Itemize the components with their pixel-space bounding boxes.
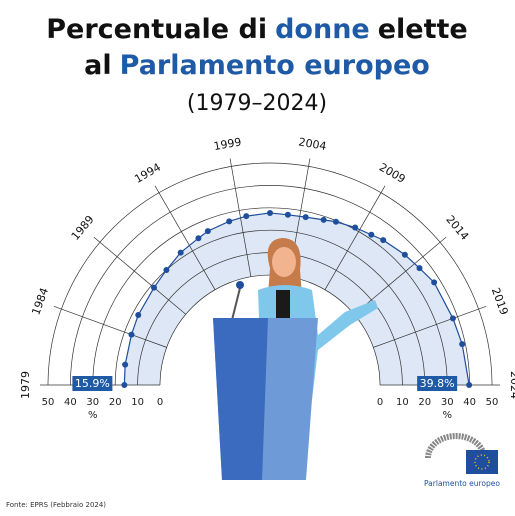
subtitle: (1979–2024) (187, 91, 327, 116)
radial-chart: 0 0 10 10 20 20 30 30 40 40 50 50% % 1979 1984 1989 1994… (19, 135, 515, 421)
data-point (204, 228, 211, 235)
data-point (226, 218, 233, 225)
r-tick-label: 30 (441, 397, 454, 408)
r-tick-label: 50 (486, 397, 499, 408)
ring (92, 207, 448, 386)
value-label: 39.8% (420, 377, 455, 390)
year-label: 1979 (19, 371, 32, 399)
r-tick-label: 10 (131, 397, 144, 408)
year-label: 2024 (508, 371, 515, 399)
data-point (195, 235, 202, 242)
band (124, 212, 470, 385)
r-axis-label: % (442, 410, 452, 421)
title-line-2: al Parlamento europeo (84, 50, 430, 81)
year-spoke (93, 236, 186, 315)
r-tick-label: 0 (377, 397, 383, 408)
year-label: 1994 (132, 161, 163, 186)
data-point (332, 218, 339, 225)
title-part: Parlamento europeo (120, 50, 430, 81)
r-tick-label: 50 (42, 397, 55, 408)
data-point (177, 249, 184, 256)
ring (47, 162, 493, 386)
year-spoke (373, 306, 487, 348)
data-point (380, 237, 387, 244)
value-label: 15.9% (75, 377, 110, 390)
data-point (449, 315, 456, 322)
r-axis-label: % (88, 410, 98, 421)
eu-stars (474, 454, 490, 470)
year-label: 2009 (377, 161, 408, 186)
source: Fonte: EPRS (Febbraio 2024) (6, 501, 106, 509)
data-point (128, 331, 135, 338)
microphone (236, 281, 244, 289)
data-point (122, 361, 129, 368)
r-tick-label: 40 (463, 397, 476, 408)
logo: Parlamento europeo (424, 433, 500, 488)
eu-flag (466, 450, 498, 474)
face (272, 247, 296, 277)
title-part: donne (275, 14, 370, 45)
data-point (368, 231, 375, 238)
year-label: 1989 (69, 213, 97, 243)
year-label: 2014 (443, 213, 471, 243)
year-spoke (154, 185, 216, 290)
data-point (466, 382, 473, 388)
data-point (284, 211, 291, 218)
year-label: 1999 (213, 135, 243, 153)
data-point (431, 279, 438, 286)
year-spoke (324, 185, 386, 290)
data-point (243, 213, 250, 220)
r-tick-label: 40 (64, 397, 77, 408)
title-part: Percentuale di (46, 14, 267, 45)
r-tick-label: 30 (86, 397, 99, 408)
r-tick-label: 20 (109, 397, 122, 408)
data-point (320, 216, 327, 223)
value-label-box (417, 376, 458, 391)
ring (70, 185, 470, 386)
data-point (416, 265, 423, 272)
r-tick-label: 20 (418, 397, 431, 408)
year-label: 2004 (298, 135, 328, 153)
hemicycle (425, 433, 487, 459)
data-point (401, 251, 408, 258)
illustration (213, 238, 378, 480)
data-point (352, 224, 359, 231)
year-label: 2019 (489, 286, 511, 317)
data-point (302, 214, 309, 221)
data-point (163, 266, 170, 273)
data-point (135, 311, 142, 318)
value-label-box (72, 376, 113, 391)
title-line-1: Percentuale di donne elette (46, 14, 468, 45)
ring (114, 229, 426, 386)
data-point (267, 209, 273, 216)
data-point (121, 382, 128, 388)
r-tick-label: 10 (396, 397, 409, 408)
year-label: 1984 (29, 286, 51, 317)
year-spoke (354, 236, 447, 315)
microphone (231, 287, 241, 321)
r-tick-label: 0 (157, 397, 163, 408)
year-spoke (53, 306, 167, 348)
podium-front (213, 318, 268, 480)
title-part: al (84, 50, 111, 81)
data-point (150, 284, 157, 291)
title-part: elette (378, 14, 468, 45)
data-point (459, 341, 466, 348)
logo-text: Parlamento europeo (424, 479, 500, 488)
